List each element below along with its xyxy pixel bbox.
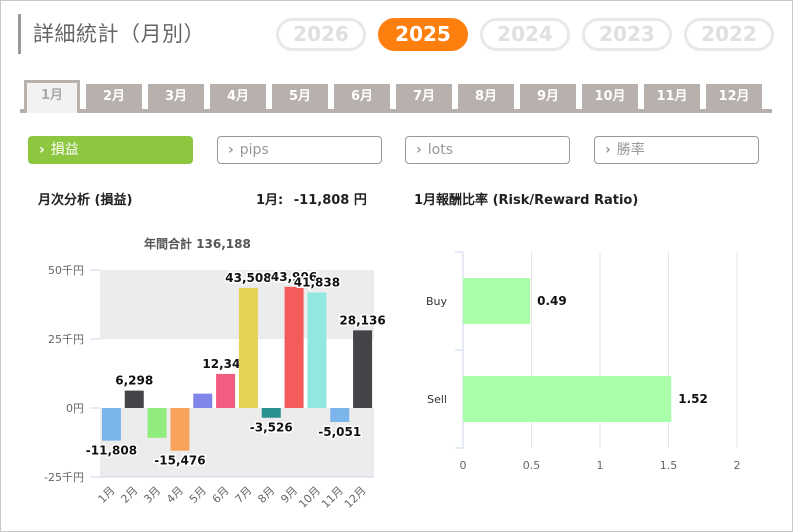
- monthly-analysis-title: 月次分析 (損益): [38, 193, 133, 208]
- tab-month-11[interactable]: 11月: [644, 84, 700, 109]
- y-tick-label: 50千円: [48, 264, 84, 277]
- tab-month-1[interactable]: 1月: [24, 80, 80, 113]
- annual-total: 年間合計 136,188: [144, 237, 251, 251]
- x-tick-label: 1: [597, 459, 604, 472]
- tab-month-7[interactable]: 7月: [396, 84, 452, 109]
- bar-data-label: 43,508: [225, 271, 271, 285]
- bar-12[interactable]: [353, 330, 373, 408]
- x-tick-label: 3月: [141, 484, 163, 506]
- tab-month-5[interactable]: 5月: [272, 84, 328, 109]
- page-title: 詳細統計（月別）: [33, 22, 205, 46]
- x-tick-label: 11月: [319, 484, 346, 511]
- y-tick-label: 25千円: [48, 333, 84, 346]
- category-label: Sell: [427, 393, 447, 406]
- bar-4[interactable]: [170, 408, 190, 451]
- x-tick-label: 4月: [164, 484, 186, 506]
- bar-8[interactable]: [261, 408, 281, 418]
- tab-month-2[interactable]: 2月: [86, 84, 142, 109]
- x-tick-label: 0: [460, 459, 467, 472]
- tab-month-4[interactable]: 4月: [210, 84, 266, 109]
- filter-lots-button[interactable]: › lots: [405, 136, 570, 164]
- month-tabs: 1月 2月 3月 4月 5月 6月 7月 8月 9月 10月 11月 12月: [20, 80, 772, 113]
- bar-3[interactable]: [147, 408, 167, 438]
- current-month-label: 1月:: [256, 193, 284, 208]
- tab-month-12[interactable]: 12月: [706, 84, 762, 109]
- x-tick-label: 2: [734, 459, 741, 472]
- plot-band: [100, 339, 374, 408]
- bar-data-label: 28,136: [339, 313, 385, 327]
- ratio-title: 1月報酬比率 (Risk/Reward Ratio): [414, 193, 639, 208]
- bar-9[interactable]: [284, 286, 304, 408]
- current-month-value: -11,808 円: [293, 193, 367, 208]
- bar-buy[interactable]: [463, 278, 531, 324]
- chevron-right-icon: ›: [605, 142, 611, 158]
- x-tick-label: 7月: [233, 484, 255, 506]
- filter-label: lots: [427, 142, 454, 158]
- filter-label: 損益: [50, 142, 79, 158]
- bar-data-label: -5,051: [318, 425, 361, 439]
- plot-band: [100, 270, 374, 339]
- chevron-right-icon: ›: [39, 142, 45, 158]
- bar-data-label: 41,838: [294, 276, 340, 290]
- monthly-pl-chart: 50千円 25千円 0円 -25千円-11,808 1月 6,298 2月 3月 -15,476…: [44, 264, 387, 511]
- bar-data-label: -15,476: [154, 454, 205, 468]
- bar-sell[interactable]: [463, 376, 672, 422]
- filter-label: pips: [239, 142, 269, 158]
- bar-data-label: 6,298: [115, 374, 153, 388]
- bar-7[interactable]: [238, 287, 258, 408]
- bar-6[interactable]: [216, 373, 236, 408]
- year-button-2023[interactable]: 2023: [582, 18, 672, 51]
- bar-data-label: 1.52: [678, 392, 708, 406]
- filter-pnl-button[interactable]: › 損益: [28, 136, 193, 164]
- x-tick-label: 8月: [255, 484, 277, 506]
- page-header: 詳細統計（月別）: [18, 14, 205, 54]
- bar-data-label: -11,808: [86, 444, 137, 458]
- tab-month-9[interactable]: 9月: [520, 84, 576, 109]
- year-selector: 2026 2025 2024 2023 2022: [276, 18, 774, 51]
- current-month-summary: 1月: -11,808 円: [256, 189, 367, 208]
- x-tick-label: 2月: [118, 484, 140, 506]
- tab-month-8[interactable]: 8月: [458, 84, 514, 109]
- filter-pips-button[interactable]: › pips: [217, 136, 382, 164]
- bar-2[interactable]: [124, 390, 144, 408]
- tab-month-10[interactable]: 10月: [582, 84, 638, 109]
- bar-data-label: 43,906: [271, 270, 317, 284]
- x-tick-label: 1.5: [660, 459, 678, 472]
- bar-data-label: 12,342: [202, 357, 248, 371]
- category-label: Buy: [426, 295, 448, 308]
- year-button-2025[interactable]: 2025: [378, 18, 468, 51]
- bar-10[interactable]: [307, 292, 327, 408]
- bar-data-label: -3,526: [250, 421, 293, 435]
- chevron-right-icon: ›: [416, 142, 422, 158]
- filter-label: 勝率: [616, 142, 645, 158]
- year-button-2026[interactable]: 2026: [276, 18, 366, 51]
- bar-5[interactable]: [193, 393, 213, 408]
- plot-band: [100, 408, 374, 477]
- chevron-right-icon: ›: [228, 142, 234, 158]
- year-button-2024[interactable]: 2024: [480, 18, 570, 51]
- x-tick-label: 0.5: [523, 459, 541, 472]
- x-tick-label: 1月: [96, 484, 118, 506]
- x-tick-label: 10月: [296, 484, 323, 511]
- bar-data-label: 0.49: [537, 294, 567, 308]
- year-button-2022[interactable]: 2022: [684, 18, 774, 51]
- x-tick-label: 5月: [187, 484, 209, 506]
- tab-month-3[interactable]: 3月: [148, 84, 204, 109]
- x-tick-label: 6月: [210, 484, 232, 506]
- y-tick-label: 0円: [66, 402, 84, 415]
- tab-month-6[interactable]: 6月: [334, 84, 390, 109]
- bar-1[interactable]: [101, 408, 121, 441]
- filter-winrate-button[interactable]: › 勝率: [594, 136, 759, 164]
- bar-11[interactable]: [330, 408, 350, 422]
- y-tick-label: -25千円: [44, 471, 84, 484]
- x-tick-label: 12月: [342, 484, 369, 511]
